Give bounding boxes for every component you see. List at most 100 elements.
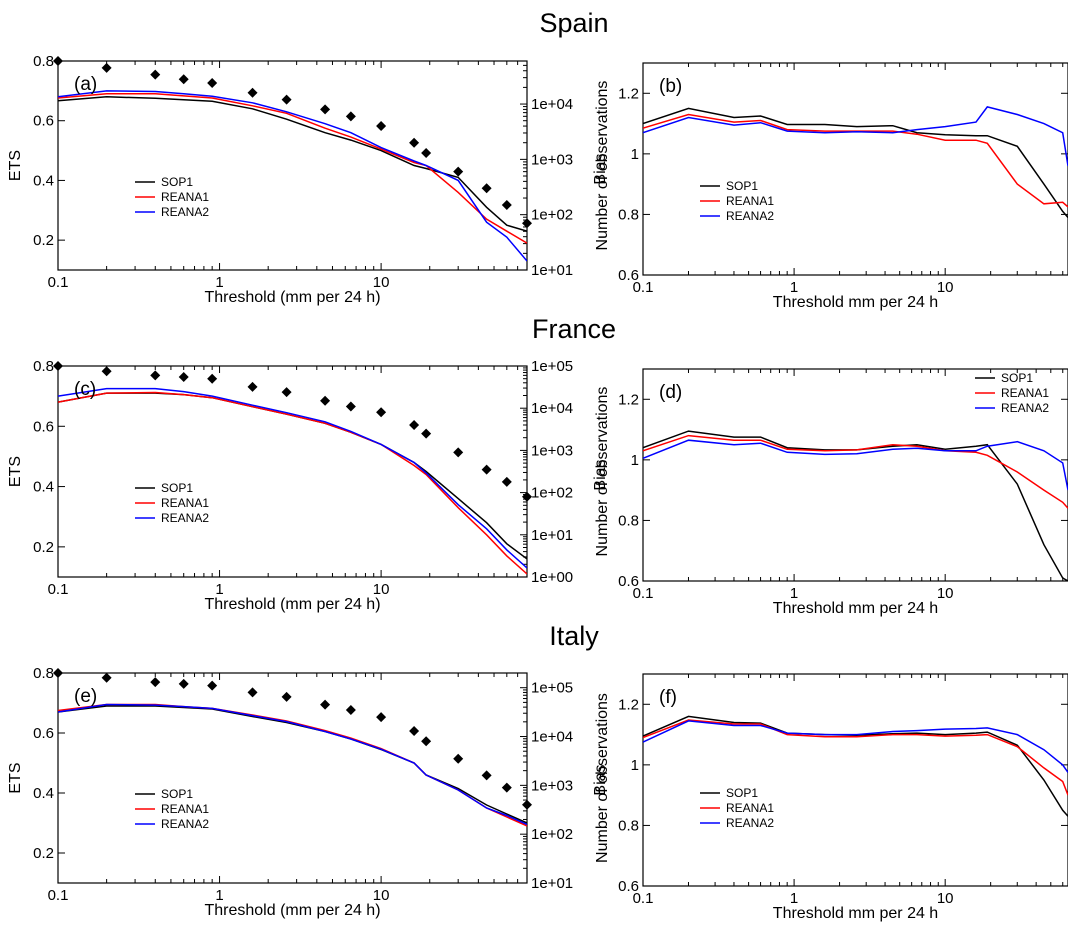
series-line-reana2 xyxy=(58,703,527,826)
observation-point xyxy=(481,770,492,781)
x-tick-label: 10 xyxy=(937,890,954,907)
observation-point xyxy=(453,753,464,764)
observation-point xyxy=(53,56,63,66)
y2-tick-label: 1e+04 xyxy=(531,729,573,746)
series-line-reana2 xyxy=(643,106,1068,167)
series-line-reana2 xyxy=(643,439,1068,491)
y2-tick-label: 1e+01 xyxy=(531,527,573,544)
observation-point xyxy=(281,691,292,702)
observation-point xyxy=(453,447,464,458)
plot-frame xyxy=(642,368,1068,582)
y-axis-label: Bias xyxy=(592,459,609,490)
legend-label-reana1: REANA1 xyxy=(161,802,209,816)
observation-point xyxy=(207,78,218,89)
y-tick-label: 0.8 xyxy=(33,665,54,682)
legend-label-reana2: REANA2 xyxy=(161,817,209,831)
observation-markers xyxy=(53,668,532,810)
x-tick-label: 1 xyxy=(790,890,798,907)
y-tick-label: 0.8 xyxy=(33,358,54,375)
legend-label-reana2: REANA2 xyxy=(1001,401,1049,415)
x-tick-label: 10 xyxy=(373,887,390,904)
y-tick-label: 0.8 xyxy=(618,817,639,834)
y-tick-label: 0.6 xyxy=(618,573,639,590)
y-tick-label: 0.6 xyxy=(33,113,54,130)
observation-point xyxy=(281,94,292,105)
x-axis-label: Threshold mm per 24 h xyxy=(773,294,938,311)
x-tick-label: 1 xyxy=(215,274,223,291)
legend-label-reana1: REANA1 xyxy=(1001,386,1049,400)
observation-point xyxy=(207,680,218,691)
region-title-italy: Italy xyxy=(549,621,599,651)
y-tick-label: 0.2 xyxy=(33,232,54,249)
observation-point xyxy=(481,464,492,475)
y-tick-label: 0.2 xyxy=(33,845,54,862)
x-axis-label: Threshold mm per 24 h xyxy=(773,905,938,922)
observation-point xyxy=(345,704,356,715)
y2-axis-label: Number of observations xyxy=(594,693,611,863)
y-axis-label: ETS xyxy=(7,456,24,487)
y2-tick-label: 1e+01 xyxy=(531,262,573,279)
legend-label-sop1: SOP1 xyxy=(161,481,193,495)
observation-markers xyxy=(53,361,532,502)
x-tick-label: 0.1 xyxy=(48,274,69,291)
observation-point xyxy=(150,677,161,688)
observation-point xyxy=(320,104,331,115)
y2-tick-label: 1e+00 xyxy=(531,569,573,586)
y-tick-label: 0.8 xyxy=(33,53,54,70)
legend-label-sop1: SOP1 xyxy=(1001,371,1033,385)
x-tick-label: 0.1 xyxy=(633,890,654,907)
y2-axis-label: Number of observations xyxy=(594,387,611,557)
observation-point xyxy=(178,74,189,85)
y-tick-label: 0.6 xyxy=(33,725,54,742)
plot-frame xyxy=(642,62,1068,276)
plot-frame xyxy=(57,365,528,578)
x-tick-label: 10 xyxy=(373,274,390,291)
series-line-reana1 xyxy=(643,434,1068,509)
series-line-reana1 xyxy=(58,391,527,575)
series-group xyxy=(58,387,527,575)
y-tick-label: 0.4 xyxy=(33,785,54,802)
y2-tick-label: 1e+02 xyxy=(531,826,573,843)
y-tick-label: 1 xyxy=(631,452,639,469)
x-tick-label: 1 xyxy=(215,887,223,904)
legend-label-sop1: SOP1 xyxy=(161,787,193,801)
observation-point xyxy=(501,199,512,210)
observation-point xyxy=(421,428,432,439)
panel-label: (a) xyxy=(74,74,97,95)
series-group xyxy=(643,715,1068,817)
observation-point xyxy=(421,148,432,159)
series-line-sop1 xyxy=(58,392,527,560)
series-line-sop1 xyxy=(58,96,527,232)
observation-point xyxy=(522,491,532,502)
observation-point xyxy=(247,87,258,98)
panel-label: (f) xyxy=(659,687,677,708)
observation-markers xyxy=(53,56,532,229)
y-tick-label: 1.2 xyxy=(618,85,639,102)
x-tick-label: 10 xyxy=(937,279,954,296)
observation-point xyxy=(501,476,512,487)
x-axis-label: Threshold (mm per 24 h) xyxy=(204,289,380,306)
series-group xyxy=(643,430,1068,581)
series-line-reana1 xyxy=(58,93,527,244)
legend-label-reana2: REANA2 xyxy=(726,209,774,223)
x-axis-label: Threshold mm per 24 h xyxy=(773,600,938,617)
panel-label: (c) xyxy=(74,379,96,400)
observation-point xyxy=(345,111,356,122)
y2-tick-label: 1e+02 xyxy=(531,207,573,224)
observation-point xyxy=(501,782,512,793)
observation-point xyxy=(376,712,387,723)
y-axis-label: ETS xyxy=(7,150,24,181)
legend-label-sop1: SOP1 xyxy=(726,179,758,193)
y-tick-label: 0.4 xyxy=(33,479,54,496)
region-title-spain: Spain xyxy=(539,8,608,38)
x-tick-label: 1 xyxy=(790,279,798,296)
panel-label: (d) xyxy=(659,382,682,403)
series-line-sop1 xyxy=(643,107,1068,218)
observation-point xyxy=(409,725,420,736)
y2-tick-label: 1e+04 xyxy=(531,400,573,417)
observation-point xyxy=(53,668,63,678)
